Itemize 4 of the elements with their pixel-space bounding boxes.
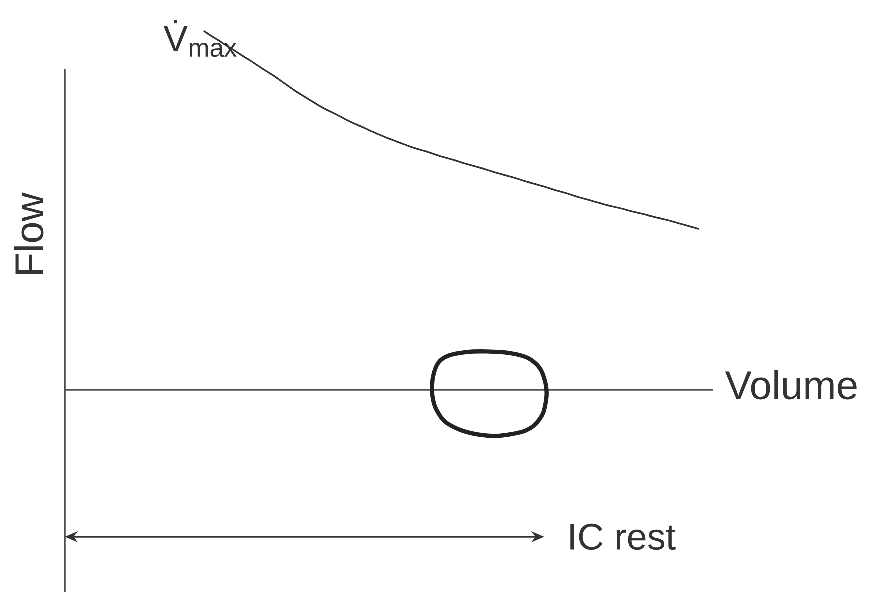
text: IC rest (570, 524, 676, 550)
x-axis-title: Volume (725, 370, 857, 400)
series-label: V̇$_{max}$ (164, 20, 237, 58)
y-axis-title: Flow (14, 192, 44, 274)
